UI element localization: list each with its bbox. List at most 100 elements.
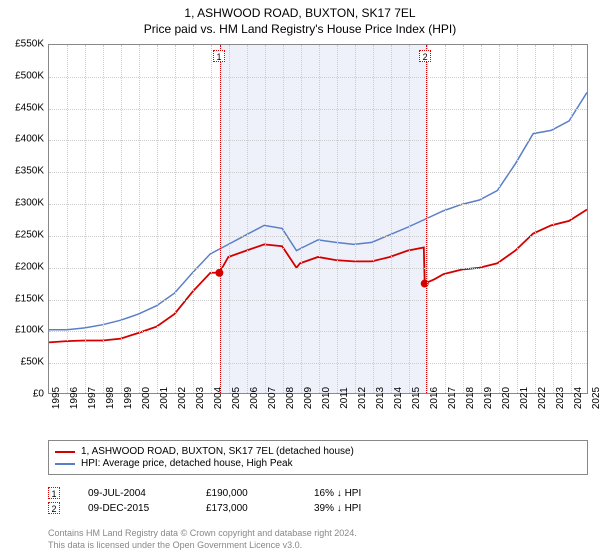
series-line-property bbox=[49, 210, 587, 343]
address-title: 1, ASHWOOD ROAD, BUXTON, SK17 7EL bbox=[0, 6, 600, 20]
y-axis-label: £250K bbox=[4, 229, 44, 240]
gridline-v bbox=[355, 45, 356, 393]
gridline-v bbox=[337, 45, 338, 393]
subtitle: Price paid vs. HM Land Registry's House … bbox=[0, 22, 600, 36]
transaction-date: 09-DEC-2015 bbox=[88, 503, 178, 514]
y-axis-label: £500K bbox=[4, 70, 44, 81]
gridline-v bbox=[247, 45, 248, 393]
x-axis-label: 2007 bbox=[267, 387, 278, 409]
legend-swatch bbox=[55, 451, 75, 453]
x-axis-label: 2016 bbox=[429, 387, 440, 409]
gridline-v bbox=[67, 45, 68, 393]
gridline-v bbox=[319, 45, 320, 393]
event-line bbox=[426, 45, 427, 393]
transaction-delta: 16% ↓ HPI bbox=[314, 488, 361, 499]
transaction-index-box: 1 bbox=[48, 487, 60, 499]
y-axis-label: £300K bbox=[4, 198, 44, 209]
legend-item: 1, ASHWOOD ROAD, BUXTON, SK17 7EL (detac… bbox=[55, 446, 581, 457]
gridline-h bbox=[49, 300, 587, 301]
transaction-index-box: 2 bbox=[48, 502, 60, 514]
x-axis-label: 2018 bbox=[465, 387, 476, 409]
gridline-v bbox=[391, 45, 392, 393]
gridline-v bbox=[481, 45, 482, 393]
gridline-v bbox=[175, 45, 176, 393]
legend-label: HPI: Average price, detached house, High… bbox=[81, 458, 293, 469]
gridline-h bbox=[49, 363, 587, 364]
gridline-v bbox=[427, 45, 428, 393]
x-axis-label: 2023 bbox=[555, 387, 566, 409]
gridline-h bbox=[49, 268, 587, 269]
footer-line2: This data is licensed under the Open Gov… bbox=[48, 540, 588, 552]
x-axis-label: 2010 bbox=[321, 387, 332, 409]
gridline-v bbox=[229, 45, 230, 393]
legend-label: 1, ASHWOOD ROAD, BUXTON, SK17 7EL (detac… bbox=[81, 446, 354, 457]
legend-box: 1, ASHWOOD ROAD, BUXTON, SK17 7EL (detac… bbox=[48, 440, 588, 475]
x-axis-label: 2005 bbox=[231, 387, 242, 409]
x-axis-label: 2014 bbox=[393, 387, 404, 409]
y-axis-label: £400K bbox=[4, 134, 44, 145]
gridline-v bbox=[157, 45, 158, 393]
event-line bbox=[220, 45, 221, 393]
gridline-v bbox=[445, 45, 446, 393]
series-line-hpi bbox=[49, 92, 587, 329]
gridline-v bbox=[211, 45, 212, 393]
gridline-v bbox=[193, 45, 194, 393]
y-axis-label: £350K bbox=[4, 166, 44, 177]
x-axis-label: 2017 bbox=[447, 387, 458, 409]
x-axis-label: 2003 bbox=[195, 387, 206, 409]
x-axis-label: 1997 bbox=[87, 387, 98, 409]
x-axis-label: 2001 bbox=[159, 387, 170, 409]
x-axis-label: 2015 bbox=[411, 387, 422, 409]
gridline-v bbox=[301, 45, 302, 393]
transaction-price: £190,000 bbox=[206, 488, 286, 499]
gridline-v bbox=[283, 45, 284, 393]
x-axis-label: 1998 bbox=[105, 387, 116, 409]
gridline-h bbox=[49, 236, 587, 237]
gridline-v bbox=[535, 45, 536, 393]
transaction-table: 1 09-JUL-2004 £190,000 16% ↓ HPI 2 09-DEC-201… bbox=[48, 484, 588, 517]
gridline-v bbox=[517, 45, 518, 393]
gridline-h bbox=[49, 77, 587, 78]
gridline-h bbox=[49, 109, 587, 110]
x-axis-label: 2012 bbox=[357, 387, 368, 409]
gridline-v bbox=[373, 45, 374, 393]
legend-item: HPI: Average price, detached house, High… bbox=[55, 458, 581, 469]
y-axis-label: £550K bbox=[4, 39, 44, 50]
gridline-v bbox=[265, 45, 266, 393]
transaction-date: 09-JUL-2004 bbox=[88, 488, 178, 499]
footer-line1: Contains HM Land Registry data © Crown c… bbox=[48, 528, 588, 540]
x-axis-label: 2008 bbox=[285, 387, 296, 409]
gridline-v bbox=[103, 45, 104, 393]
x-axis-label: 1996 bbox=[69, 387, 80, 409]
gridline-h bbox=[49, 172, 587, 173]
gridline-v bbox=[499, 45, 500, 393]
x-axis-label: 2024 bbox=[573, 387, 584, 409]
y-axis-label: £100K bbox=[4, 325, 44, 336]
gridline-v bbox=[553, 45, 554, 393]
transaction-row: 209-DEC-2015£173,00039% ↓ HPI bbox=[48, 502, 588, 514]
chart-titles: 1, ASHWOOD ROAD, BUXTON, SK17 7EL Price … bbox=[0, 0, 600, 36]
gridline-v bbox=[139, 45, 140, 393]
y-axis-label: £450K bbox=[4, 102, 44, 113]
gridline-h bbox=[49, 331, 587, 332]
event-marker-box: 2 bbox=[419, 50, 431, 62]
x-axis-label: 2006 bbox=[249, 387, 260, 409]
x-axis-label: 1999 bbox=[123, 387, 134, 409]
y-axis-label: £0 bbox=[4, 389, 44, 400]
line-chart-svg bbox=[49, 45, 587, 393]
gridline-h bbox=[49, 204, 587, 205]
x-axis-label: 2000 bbox=[141, 387, 152, 409]
x-axis-label: 2002 bbox=[177, 387, 188, 409]
x-axis-label: 2019 bbox=[483, 387, 494, 409]
gridline-v bbox=[571, 45, 572, 393]
gridline-v bbox=[85, 45, 86, 393]
legend-swatch bbox=[55, 463, 75, 465]
transaction-delta: 39% ↓ HPI bbox=[314, 503, 361, 514]
x-axis-label: 1995 bbox=[51, 387, 62, 409]
y-axis-label: £200K bbox=[4, 261, 44, 272]
event-marker-box: 1 bbox=[213, 50, 225, 62]
x-axis-label: 2013 bbox=[375, 387, 386, 409]
x-axis-label: 2021 bbox=[519, 387, 530, 409]
x-axis-label: 2025 bbox=[591, 387, 600, 409]
gridline-v bbox=[409, 45, 410, 393]
